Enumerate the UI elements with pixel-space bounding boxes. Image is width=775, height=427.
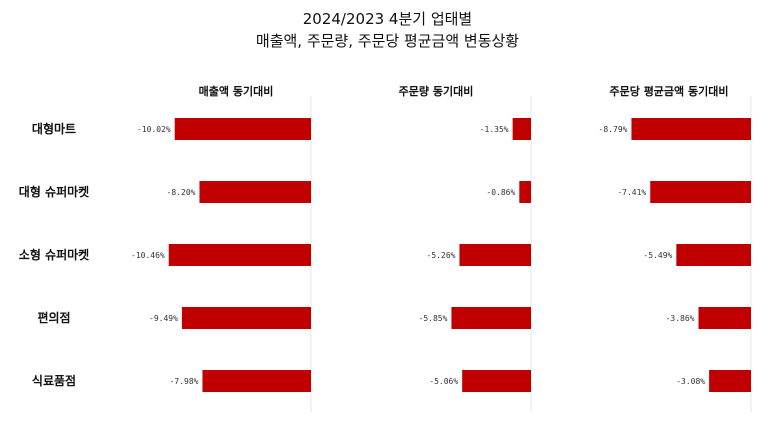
data-label: -5.06% <box>429 377 458 386</box>
data-label: -9.49% <box>149 314 178 323</box>
data-label: -8.20% <box>167 188 196 197</box>
data-label: -7.98% <box>170 377 199 386</box>
bar <box>202 370 311 392</box>
bar <box>709 370 751 392</box>
panel-title: 주문당 평균금액 동기대비 <box>610 84 729 98</box>
bar <box>650 181 751 203</box>
data-label: -7.41% <box>617 188 646 197</box>
category-label: 편의점 <box>37 310 70 325</box>
bar <box>181 307 311 329</box>
data-label: -3.08% <box>676 377 705 386</box>
data-label: -5.85% <box>419 314 448 323</box>
panel-title: 주문량 동기대비 <box>399 84 474 98</box>
data-label: -3.86% <box>666 314 695 323</box>
bar <box>168 244 311 266</box>
chart-title-line-2: 매출액, 주문량, 주문당 평균금액 변동상황 <box>255 32 520 50</box>
panel-title: 매출액 동기대비 <box>199 84 274 98</box>
category-label: 식료품점 <box>32 373 76 388</box>
bar <box>512 118 531 140</box>
bar <box>174 118 311 140</box>
category-label: 소형 슈퍼마켓 <box>19 247 89 262</box>
bar <box>459 244 531 266</box>
bar <box>676 244 751 266</box>
data-label: -8.79% <box>599 125 628 134</box>
data-label: -10.46% <box>131 251 165 260</box>
bar <box>631 118 751 140</box>
bar <box>519 181 531 203</box>
data-label: -5.26% <box>427 251 456 260</box>
category-label: 대형마트 <box>32 121 76 136</box>
data-label: -5.49% <box>643 251 672 260</box>
data-label: -1.35% <box>480 125 509 134</box>
bar <box>462 370 531 392</box>
chart-title: 2024/2023 4분기 업태별 매출액, 주문량, 주문당 평균금액 변동상… <box>0 8 775 52</box>
bar <box>698 307 751 329</box>
data-label: -10.02% <box>137 125 171 134</box>
data-label: -0.86% <box>486 188 515 197</box>
bar <box>199 181 311 203</box>
category-label: 대형 슈퍼마켓 <box>19 184 89 199</box>
bar <box>451 307 531 329</box>
chart-title-line-1: 2024/2023 4분기 업태별 <box>302 10 473 28</box>
